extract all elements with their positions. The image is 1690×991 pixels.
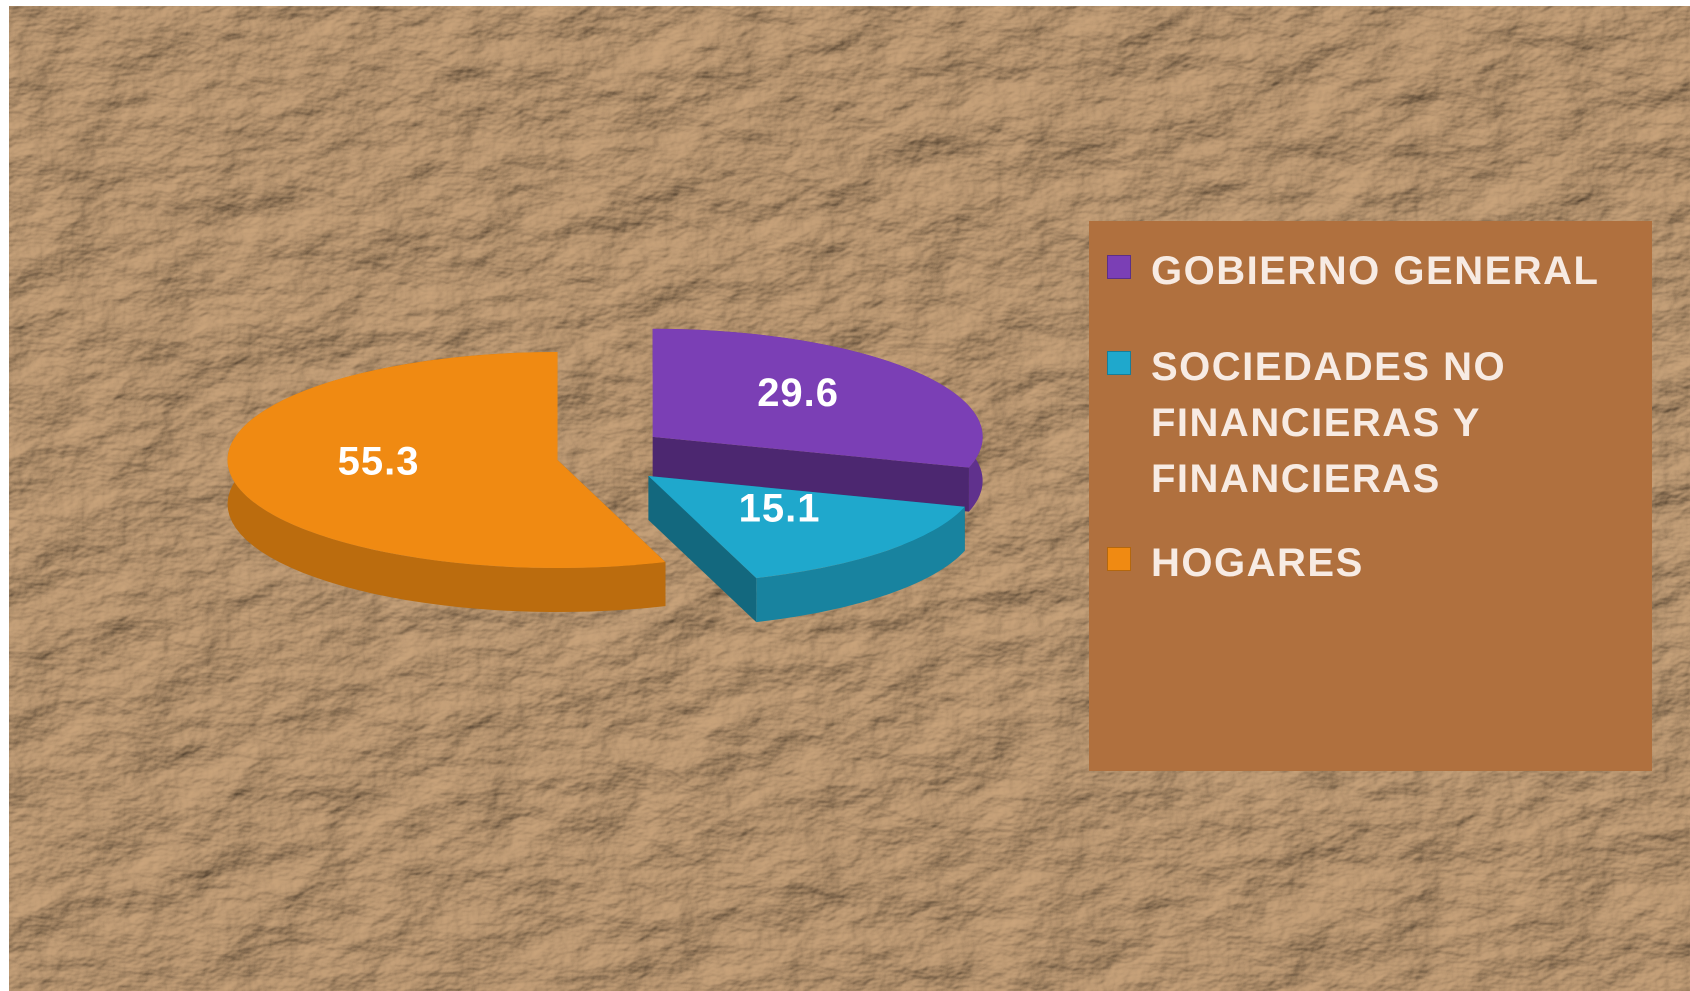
legend-label: HOGARES: [1151, 541, 1364, 585]
pie-slice: [227, 352, 666, 613]
legend-entry: SOCIEDADES NO FINANCIERAS Y FINANCIERAS: [1107, 339, 1642, 507]
slice-top: [648, 476, 965, 579]
pie-slice: [648, 476, 965, 623]
legend-entry: GOBIERNO GENERAL: [1107, 243, 1642, 299]
slice-side: [756, 506, 965, 623]
legend-entry: HOGARES: [1107, 535, 1642, 591]
legend-label: GOBIERNO GENERAL: [1151, 249, 1600, 293]
legend: GOBIERNO GENERAL SOCIEDADES NO FINANCIERA…: [1089, 221, 1652, 771]
value-label: 15.1: [739, 487, 821, 531]
pie-slice: [652, 328, 983, 512]
legend-swatch: [1107, 547, 1131, 571]
slice-top: [227, 352, 666, 569]
value-label: 55.3: [338, 439, 420, 483]
legend-swatch: [1107, 351, 1131, 375]
slice-wall: [648, 476, 757, 623]
slice-wall: [652, 436, 969, 512]
value-label: 29.6: [757, 371, 839, 415]
slice-top: [652, 328, 983, 468]
legend-swatch: [1107, 255, 1131, 279]
legend-label: SOCIEDADES NO FINANCIERAS Y FINANCIERAS: [1151, 345, 1507, 501]
